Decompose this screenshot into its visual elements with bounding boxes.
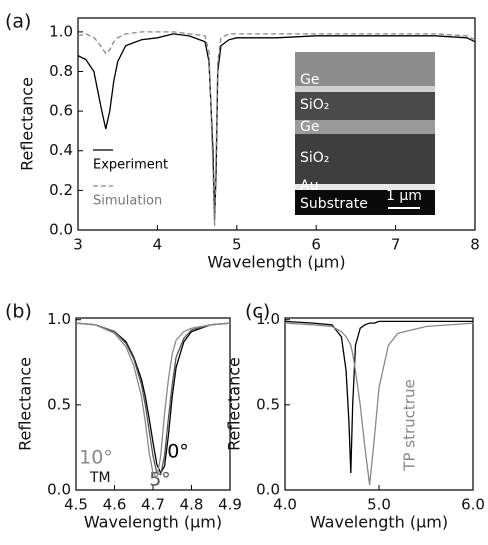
x-tick-label: 4.6 — [103, 496, 127, 514]
x-axis-label: Wavelength (μm) — [84, 513, 222, 532]
y-tick-label: 0.0 — [49, 221, 73, 239]
y-tick-label: 1.0 — [49, 22, 73, 40]
y-tick-label: 0.4 — [49, 141, 73, 159]
panel-label: (a) — [5, 11, 31, 33]
x-axis-label: Wavelength (μm) — [207, 253, 345, 272]
x-tick-label: 4.5 — [64, 496, 88, 514]
y-tick-label: 0.2 — [49, 181, 73, 199]
panel-label: (c) — [245, 301, 270, 323]
y-axis-label: Reflectance — [18, 77, 37, 171]
y-tick-label: 0.8 — [49, 62, 73, 80]
data-line — [77, 33, 476, 221]
inset-image — [295, 52, 435, 215]
annotation: 1 μm — [386, 188, 422, 204]
y-axis-label: Reflectance — [16, 357, 35, 451]
x-tick-label: 5.0 — [367, 496, 391, 514]
au-layer — [295, 184, 435, 190]
y-tick-label: 0.6 — [49, 102, 73, 120]
annotation: SiO₂ — [300, 97, 329, 113]
x-tick-label: 4.8 — [180, 496, 204, 514]
series-label: TP structrue — [401, 379, 419, 471]
x-tick-label: 4 — [153, 236, 163, 254]
annotation: Ge — [300, 119, 319, 135]
y-tick-label: 0.5 — [47, 395, 71, 413]
x-axis-label: Wavelength (μm) — [310, 513, 448, 532]
ge-layer — [295, 86, 435, 92]
x-tick-label: 4.7 — [141, 496, 165, 514]
series-label: 5° — [149, 469, 171, 491]
annotation: TM — [89, 470, 111, 486]
data-line — [77, 31, 476, 227]
data-line — [75, 322, 231, 476]
y-tick-label: 0.0 — [47, 481, 71, 499]
legend-label: Experiment — [93, 158, 168, 173]
y-axis-label: Reflectance — [225, 357, 244, 451]
x-tick-label: 4.9 — [218, 496, 242, 514]
sio2-layer — [295, 92, 435, 120]
data-line — [284, 320, 473, 473]
x-tick-label: 5 — [232, 236, 242, 254]
x-tick-label: 8 — [470, 236, 480, 254]
x-tick-label: 4.0 — [273, 496, 297, 514]
legend-label: Simulation — [93, 194, 162, 209]
series-label: 10° — [79, 447, 113, 469]
x-tick-label: 7 — [391, 236, 401, 254]
plot-frame — [284, 317, 474, 491]
x-tick-label: 6.0 — [461, 496, 485, 514]
data-line — [75, 322, 231, 480]
annotation: Ge — [300, 72, 319, 88]
plot-frame — [77, 17, 476, 231]
data-line — [284, 322, 474, 485]
series-label: 0° — [167, 441, 189, 463]
substrate-layer — [295, 190, 435, 215]
ge-layer — [295, 120, 435, 134]
annotation: SiO₂ — [300, 150, 329, 166]
y-tick-label: 1.0 — [47, 310, 71, 328]
data-line — [75, 322, 231, 475]
y-tick-label: 1.0 — [256, 310, 280, 328]
sio2-layer — [295, 134, 435, 184]
annotation: Substrate — [300, 196, 368, 212]
x-tick-label: 3 — [73, 236, 83, 254]
annotation: Au — [300, 178, 318, 194]
y-tick-label: 0.0 — [256, 481, 280, 499]
x-tick-label: 6 — [311, 236, 321, 254]
panel-label: (b) — [5, 301, 32, 323]
y-tick-label: 0.5 — [256, 395, 280, 413]
inset-top — [295, 52, 435, 86]
